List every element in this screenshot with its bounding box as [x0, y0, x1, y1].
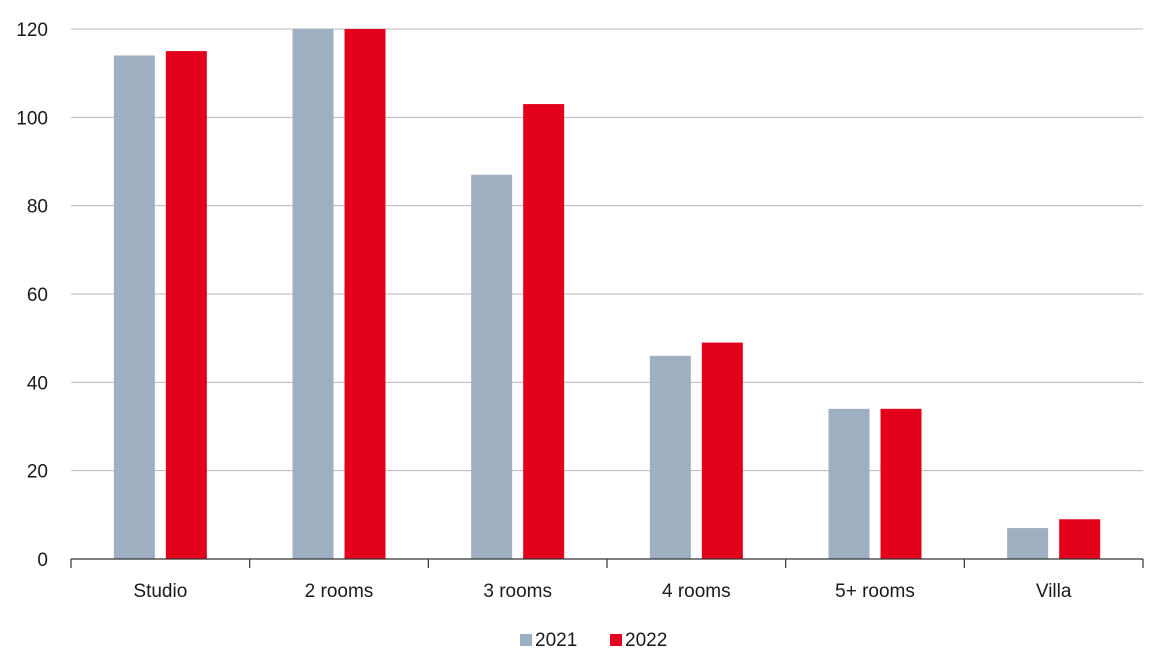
y-tick-label: 80 — [27, 197, 48, 218]
x-tick-label: 3 rooms — [483, 581, 552, 602]
axes — [70, 558, 1144, 568]
legend-label-2021: 2021 — [535, 630, 577, 651]
bar-2022-studio — [165, 51, 207, 559]
bar-2022-4-rooms — [701, 342, 743, 559]
bars — [113, 29, 1101, 559]
x-tick-label: 5+ rooms — [835, 581, 915, 602]
y-tick-label: 60 — [27, 285, 48, 306]
x-tick-label: 2 rooms — [305, 581, 374, 602]
y-tick-labels: 0 20 40 60 80 100 120 — [16, 20, 48, 571]
bar-2021-studio — [113, 55, 155, 559]
bar-2022-3-rooms — [523, 104, 565, 559]
legend: 2021 2022 — [520, 630, 667, 651]
y-tick-label: 20 — [27, 462, 48, 483]
y-tick-label: 40 — [27, 373, 48, 394]
legend-label-2022: 2022 — [625, 630, 667, 651]
bar-2021-villa — [1007, 528, 1049, 559]
y-tick-label: 100 — [16, 108, 48, 129]
legend-swatch-2021 — [520, 634, 532, 646]
bar-2022-2-rooms — [344, 29, 386, 559]
bar-2021-3-rooms — [471, 174, 513, 559]
x-tick-label: Villa — [1036, 581, 1072, 602]
x-tick-label: Studio — [133, 581, 187, 602]
x-tick-label: 4 rooms — [662, 581, 731, 602]
bar-2022-5-rooms — [880, 408, 922, 559]
y-tick-label: 0 — [37, 550, 48, 571]
bar-2021-5-rooms — [828, 408, 870, 559]
bar-2022-villa — [1059, 519, 1101, 559]
x-tick-labels: Studio 2 rooms 3 rooms 4 rooms 5+ rooms Villa — [133, 581, 1071, 602]
gridlines — [71, 28, 1143, 472]
legend-swatch-2022 — [610, 634, 622, 646]
y-tick-label: 120 — [16, 20, 48, 41]
bar-2021-2-rooms — [292, 29, 334, 559]
bar-2021-4-rooms — [649, 355, 691, 559]
